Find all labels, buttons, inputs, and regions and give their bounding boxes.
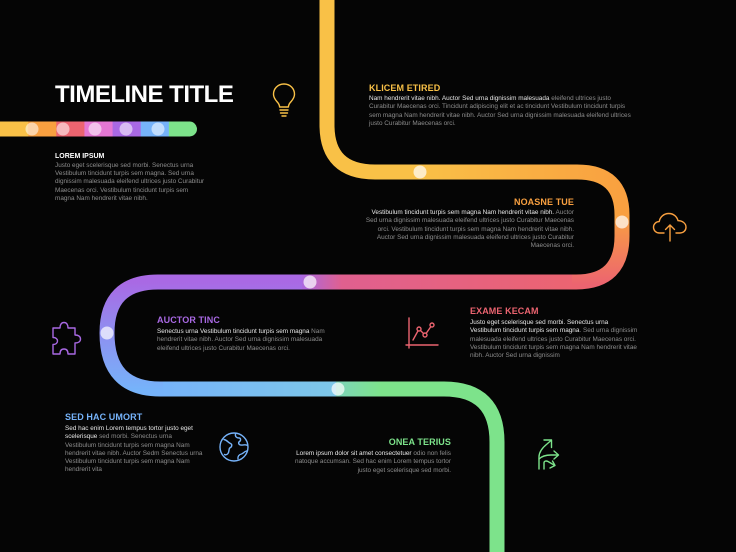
split-arrows-icon (530, 437, 564, 476)
intro-body: Justo eget scelerisque sed morbi. Senect… (55, 162, 205, 202)
step-5-text: Sed hac enim Lorem tempus tortor justo e… (65, 425, 203, 475)
step-5-lead: Sed hac enim Lorem tempus tortor justo e… (65, 425, 193, 441)
line-chart-icon (404, 316, 440, 355)
step-4-body: Nam hendrerit vitae nibh. Auctor Sed urn… (157, 328, 325, 352)
milestone-dot-3 (303, 275, 317, 289)
step-3-lead: Justo eget scelerisque sed morbi. Senect… (470, 319, 609, 335)
road-segment-1 (319, 0, 420, 180)
lightbulb-icon (270, 82, 298, 123)
color-bar-dot (151, 122, 165, 136)
step-3-title: EXAME KECAM (470, 306, 539, 316)
step-2-text: Vestibulum tincidunt turpis sem magna Na… (364, 209, 574, 250)
road-segment-3 (570, 220, 630, 290)
road-segment-7 (336, 381, 505, 552)
timeline-title: TIMELINE TITLE (55, 81, 234, 108)
intro-heading: LOREM IPSUM (55, 153, 105, 160)
step-1-body: eleifend ultrices justo Curabitur Maecen… (369, 95, 631, 127)
step-2-title: NOASNE TUE (513, 197, 574, 207)
step-4-lead: Senectus urna Vestibulum tincidunt turpi… (157, 328, 310, 335)
color-bar-dot (88, 122, 102, 136)
color-bar-segment (0, 121, 29, 137)
step-1-title: KLICEM ETIRED (369, 83, 441, 93)
step-3-body: . Sed urna dignissim malesuada eleifend … (470, 327, 638, 360)
step-1-text: Nam hendrerit vitae nibh. Auctor Sed urn… (369, 95, 637, 128)
step-2-body: Auctor Sed urna dignissim malesuada elei… (365, 209, 574, 250)
step-4-title: AUCTOR TINC (157, 315, 220, 325)
color-bar-dot (119, 122, 133, 136)
globe-icon (218, 431, 250, 468)
milestone-dot-2 (615, 215, 629, 229)
step-2-lead: Vestibulum tincidunt turpis sem magna Na… (371, 209, 555, 216)
color-bar-segment (168, 121, 190, 137)
milestone-dot-5 (331, 382, 345, 396)
road-segment-2 (418, 164, 630, 222)
step-5-body: sed morbi. Senectus urna Vestibulum tinc… (65, 433, 203, 474)
color-bar (0, 121, 197, 137)
color-bar-dot (25, 122, 39, 136)
step-6-title: ONEA TERIUS (388, 437, 451, 447)
milestone-dot-4 (100, 326, 114, 340)
cloud-upload-icon (651, 211, 691, 248)
step-6-lead: Lorem ipsum dolor sit amet consectetuer (296, 450, 412, 457)
step-6-text: Lorem ipsum dolor sit amet consectetuer … (288, 450, 451, 475)
puzzle-icon (49, 320, 83, 363)
step-4-text: Senectus urna Vestibulum tincidunt turpi… (157, 328, 327, 353)
step-6-body: odio non felis natoque accumsan. Sed hac… (295, 450, 451, 474)
milestone-dot-1 (413, 165, 427, 179)
step-5-title: SED HAC UMORT (65, 412, 143, 422)
step-3-text: Justo eget scelerisque sed morbi. Senect… (470, 319, 638, 360)
color-bar-dot (56, 122, 70, 136)
step-1-lead: Nam hendrerit vitae nibh. Auctor Sed urn… (369, 95, 550, 102)
